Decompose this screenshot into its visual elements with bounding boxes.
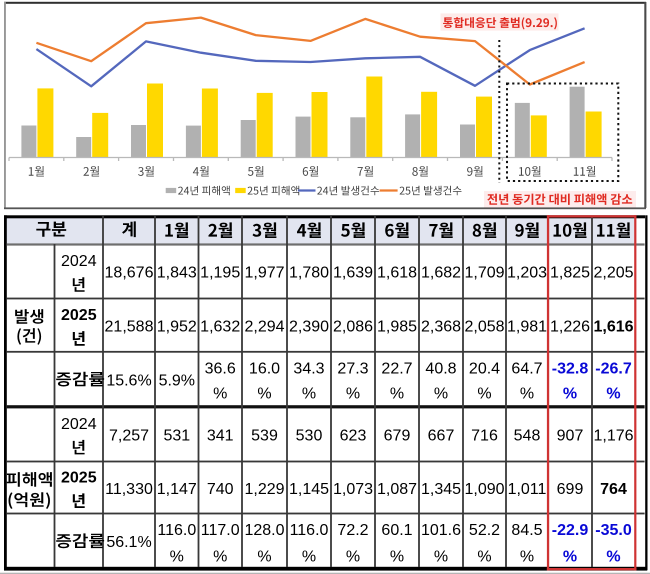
svg-text:%: %: [606, 386, 620, 403]
svg-text:1,985: 1,985: [377, 319, 417, 336]
svg-text:%: %: [213, 549, 227, 566]
svg-text:%: %: [520, 549, 534, 566]
svg-text:1,011: 1,011: [508, 481, 547, 498]
svg-text:%: %: [477, 386, 491, 403]
svg-text:1,087: 1,087: [377, 481, 417, 498]
svg-text:623: 623: [340, 427, 367, 444]
svg-text:539: 539: [251, 427, 278, 444]
svg-text:1,639: 1,639: [333, 265, 373, 282]
svg-text:1,147: 1,147: [157, 481, 197, 498]
svg-text:2,368: 2,368: [421, 319, 461, 336]
svg-text:36.6: 36.6: [205, 361, 236, 378]
svg-text:716: 716: [471, 427, 498, 444]
svg-text:2,058: 2,058: [464, 319, 504, 336]
svg-text:15.6%: 15.6%: [106, 373, 151, 390]
svg-text:-26.7: -26.7: [595, 361, 632, 378]
svg-text:2025: 2025: [61, 469, 97, 486]
svg-text:1,618: 1,618: [377, 265, 417, 282]
svg-text:%: %: [302, 549, 316, 566]
svg-text:1,145: 1,145: [289, 481, 329, 498]
svg-text:2024: 2024: [61, 416, 97, 433]
svg-text:907: 907: [557, 427, 584, 444]
svg-text:1,226: 1,226: [550, 319, 590, 336]
svg-text:679: 679: [384, 427, 411, 444]
svg-text:%: %: [563, 549, 577, 566]
svg-text:530: 530: [296, 427, 323, 444]
svg-text:84.5: 84.5: [511, 522, 542, 539]
svg-text:52.2: 52.2: [469, 522, 500, 539]
svg-text:72.2: 72.2: [337, 522, 368, 539]
svg-text:2,294: 2,294: [244, 319, 284, 336]
svg-text:1,709: 1,709: [464, 265, 504, 282]
svg-text:1,229: 1,229: [244, 481, 284, 498]
svg-text:1,843: 1,843: [157, 265, 197, 282]
svg-text:%: %: [563, 386, 577, 403]
svg-text:2,205: 2,205: [593, 265, 633, 282]
svg-text:20.4: 20.4: [469, 361, 500, 378]
svg-text:11,330: 11,330: [105, 481, 153, 498]
svg-text:-32.8: -32.8: [552, 361, 589, 378]
svg-text:2025: 2025: [61, 307, 97, 324]
svg-text:531: 531: [163, 427, 190, 444]
svg-text:1,345: 1,345: [421, 481, 461, 498]
svg-text:2,390: 2,390: [289, 319, 329, 336]
svg-text:1,632: 1,632: [200, 319, 240, 336]
svg-text:-35.0: -35.0: [595, 522, 632, 539]
svg-text:117.0: 117.0: [201, 522, 240, 539]
svg-text:56.1%: 56.1%: [106, 534, 151, 551]
svg-text:341: 341: [207, 427, 234, 444]
svg-text:27.3: 27.3: [337, 361, 368, 378]
svg-text:2024: 2024: [61, 253, 97, 270]
svg-text:1,073: 1,073: [333, 481, 373, 498]
svg-text:%: %: [434, 549, 448, 566]
svg-text:548: 548: [514, 427, 541, 444]
svg-text:%: %: [520, 386, 534, 403]
svg-text:%: %: [302, 386, 316, 403]
svg-text:34.3: 34.3: [293, 361, 324, 378]
svg-text:2,086: 2,086: [333, 319, 373, 336]
svg-text:1,977: 1,977: [244, 265, 284, 282]
svg-text:7,257: 7,257: [109, 427, 149, 444]
svg-text:1,176: 1,176: [593, 427, 633, 444]
svg-text:%: %: [390, 549, 404, 566]
svg-text:%: %: [434, 386, 448, 403]
svg-text:18,676: 18,676: [105, 265, 154, 282]
svg-text:60.1: 60.1: [381, 522, 412, 539]
svg-text:1,195: 1,195: [200, 265, 240, 282]
svg-text:764: 764: [600, 481, 627, 498]
svg-text:%: %: [390, 386, 404, 403]
svg-text:667: 667: [428, 427, 455, 444]
svg-text:16.0: 16.0: [249, 361, 280, 378]
svg-text:699: 699: [557, 481, 584, 498]
svg-text:%: %: [606, 549, 620, 566]
svg-text:5.9%: 5.9%: [159, 373, 195, 390]
svg-text:1,825: 1,825: [550, 265, 590, 282]
svg-text:64.7: 64.7: [511, 361, 542, 378]
svg-text:740: 740: [207, 481, 234, 498]
svg-text:%: %: [257, 386, 271, 403]
svg-text:%: %: [170, 549, 184, 566]
svg-text:%: %: [213, 386, 227, 403]
svg-text:1,682: 1,682: [421, 265, 461, 282]
svg-text:1,952: 1,952: [157, 319, 197, 336]
svg-text:%: %: [346, 549, 360, 566]
svg-text:1,203: 1,203: [507, 265, 547, 282]
svg-text:22.7: 22.7: [381, 361, 412, 378]
svg-text:%: %: [346, 386, 360, 403]
svg-text:1,090: 1,090: [464, 481, 504, 498]
svg-text:%: %: [257, 549, 271, 566]
svg-text:116.0: 116.0: [157, 522, 196, 539]
svg-text:128.0: 128.0: [244, 522, 284, 539]
svg-text:1,616: 1,616: [593, 319, 633, 336]
svg-text:21,588: 21,588: [105, 319, 154, 336]
svg-text:%: %: [477, 549, 491, 566]
svg-text:116.0: 116.0: [290, 522, 329, 539]
svg-text:-22.9: -22.9: [552, 522, 589, 539]
svg-text:1,780: 1,780: [289, 265, 329, 282]
svg-text:40.8: 40.8: [425, 361, 456, 378]
svg-text:101.6: 101.6: [421, 522, 461, 539]
svg-text:1,981: 1,981: [507, 319, 547, 336]
